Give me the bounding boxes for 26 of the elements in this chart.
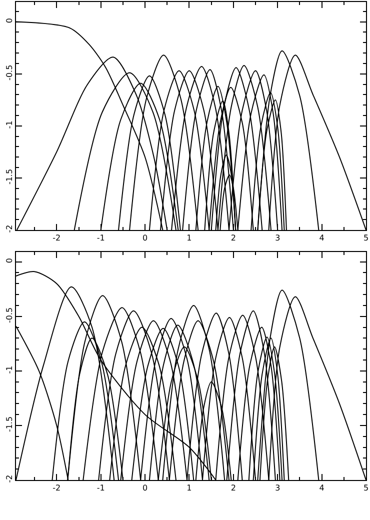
y-tick-label: -1.5 — [4, 168, 14, 185]
x-tick-label: 2 — [230, 234, 236, 243]
x-tick-label: 0 — [142, 484, 148, 493]
x-tick-label: -1 — [96, 484, 105, 493]
y-tick-label: -1 — [4, 366, 14, 374]
x-tick-label: 5 — [363, 484, 369, 493]
y-tick-label: -1.5 — [4, 416, 14, 432]
y-tick-label: -1 — [4, 120, 14, 129]
x-tick-label: -1 — [96, 234, 105, 243]
y-tick-label: 0 — [4, 258, 14, 264]
x-tick-label: -2 — [52, 484, 61, 493]
y-tick-label: -0.5 — [4, 64, 14, 80]
y-tick-label: -2 — [4, 224, 14, 233]
x-tick-label: 1 — [186, 234, 192, 243]
x-tick-label: 3 — [275, 234, 280, 243]
x-tick-label: 1 — [186, 484, 192, 493]
y-tick-label: 0 — [4, 18, 14, 24]
x-tick-label: -2 — [52, 234, 61, 243]
y-tick-label: -2 — [4, 474, 14, 483]
x-tick-label: 4 — [319, 234, 324, 243]
x-tick-label: 4 — [319, 484, 324, 493]
x-tick-label: 5 — [363, 234, 369, 243]
x-tick-label: 2 — [230, 484, 236, 493]
x-tick-label: 0 — [142, 234, 148, 243]
y-tick-label: -0.5 — [4, 307, 14, 323]
x-tick-label: 3 — [275, 484, 280, 493]
